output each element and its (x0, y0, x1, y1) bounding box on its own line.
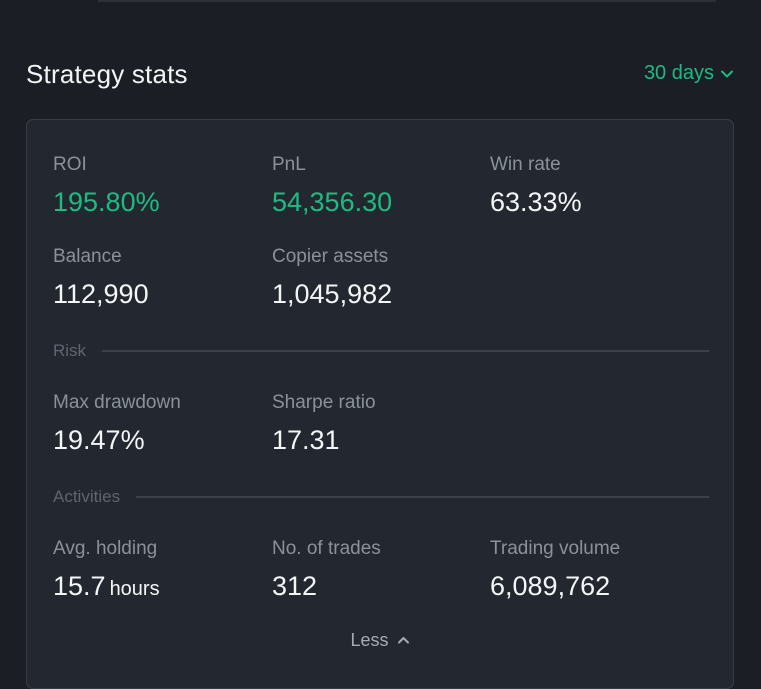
time-range-dropdown[interactable]: 30 days (644, 62, 734, 85)
section-label: Risk (53, 341, 87, 360)
stat-label: PnL (272, 154, 306, 175)
stat-number: 15.7 (53, 571, 106, 601)
time-range-label: 30 days (643, 62, 714, 84)
stat-pnl: PnL 54,356.30 (272, 153, 392, 218)
stat-trading-volume: Trading volume 6,089,762 (490, 537, 620, 602)
stat-value: 15.7 hours (53, 570, 160, 605)
stat-label: Trading volume (490, 538, 621, 559)
chevron-down-icon (721, 70, 733, 77)
stat-max-drawdown: Max drawdown 19.47% (53, 391, 181, 456)
stat-value: 63.33% (490, 187, 582, 217)
stat-copier-assets: Copier assets 1,045,982 (272, 245, 392, 310)
stat-label: Balance (53, 246, 122, 267)
stat-label: Sharpe ratio (272, 392, 376, 413)
page-title: Strategy stats (26, 59, 188, 89)
stat-roi: ROI 195.80% (53, 153, 160, 218)
section-label: Activities (53, 487, 121, 506)
stat-label: ROI (53, 154, 87, 175)
stat-value: 19.47% (53, 425, 145, 455)
stat-num-trades: No. of trades 312 (272, 537, 381, 602)
stat-label: No. of trades (272, 538, 381, 559)
stat-balance: Balance 112,990 (53, 245, 149, 310)
chevron-up-icon (397, 637, 409, 644)
stat-label: Win rate (490, 154, 561, 175)
less-toggle-button[interactable]: Less (27, 630, 733, 651)
section-risk: Risk (53, 339, 709, 363)
stat-avg-holding: Avg. holding 15.7 hours (53, 537, 160, 605)
stat-value: 54,356.30 (272, 187, 393, 217)
stats-card: ROI 195.80% PnL 54,356.30 Win rate 63.33… (26, 119, 734, 689)
stat-value: 6,089,762 (490, 571, 611, 601)
less-label: Less (350, 630, 389, 650)
stat-label: Max drawdown (53, 392, 181, 413)
section-divider (136, 496, 709, 498)
stat-value: 1,045,982 (272, 279, 393, 309)
section-activities: Activities (53, 485, 709, 509)
stat-value: 17.31 (272, 425, 340, 455)
stat-label: Avg. holding (53, 538, 158, 559)
stat-label: Copier assets (272, 246, 389, 267)
stat-sharpe-ratio: Sharpe ratio 17.31 (272, 391, 376, 456)
section-divider (102, 350, 709, 352)
stat-value: 312 (272, 571, 318, 601)
stat-unit: hours (109, 578, 160, 600)
stat-value: 195.80% (53, 187, 160, 217)
top-divider (98, 0, 716, 2)
stat-value: 112,990 (53, 279, 149, 309)
stat-win-rate: Win rate 63.33% (490, 153, 582, 218)
